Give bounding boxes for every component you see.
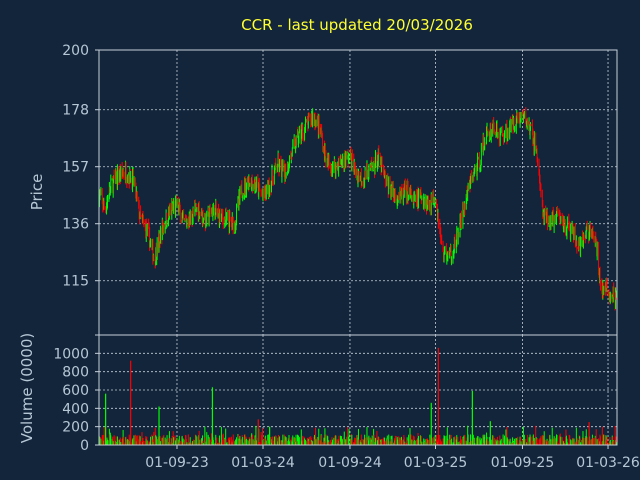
volume-tick-label: 800 — [62, 365, 89, 381]
volume-tick-label: 600 — [62, 383, 89, 399]
price-axis-label: Price — [28, 174, 46, 211]
volume-axis-label: Volume (0000) — [18, 333, 36, 443]
volume-tick-label: 0 — [80, 438, 89, 454]
volume-tick-label: 200 — [62, 420, 89, 436]
price-tick-label: 200 — [62, 43, 89, 59]
x-tick-label: 01-03-24 — [231, 455, 295, 471]
price-tick-label: 115 — [62, 274, 89, 290]
x-tick-label: 01-03-26 — [576, 455, 640, 471]
price-panel: 115 136 157 178 200 Price — [28, 43, 618, 336]
x-tick-label: 01-09-24 — [318, 455, 382, 471]
price-tick-label: 157 — [62, 160, 89, 176]
volume-tick-label: 1000 — [53, 346, 89, 362]
price-tick-label: 178 — [62, 103, 89, 119]
price-frame — [98, 49, 618, 336]
x-tick-label: 01-09-25 — [491, 455, 555, 471]
x-tick-label: 01-03-25 — [404, 455, 468, 471]
volume-tick-label: 400 — [62, 401, 89, 417]
price-tick-label: 136 — [62, 217, 89, 233]
volume-panel: 0 200 400 600 800 1000 01-09-23 01-03-24 01-09-… — [18, 333, 640, 471]
x-tick-label: 01-09-23 — [145, 455, 209, 471]
chart-title: CCR - last updated 20/03/2026 — [241, 16, 473, 34]
